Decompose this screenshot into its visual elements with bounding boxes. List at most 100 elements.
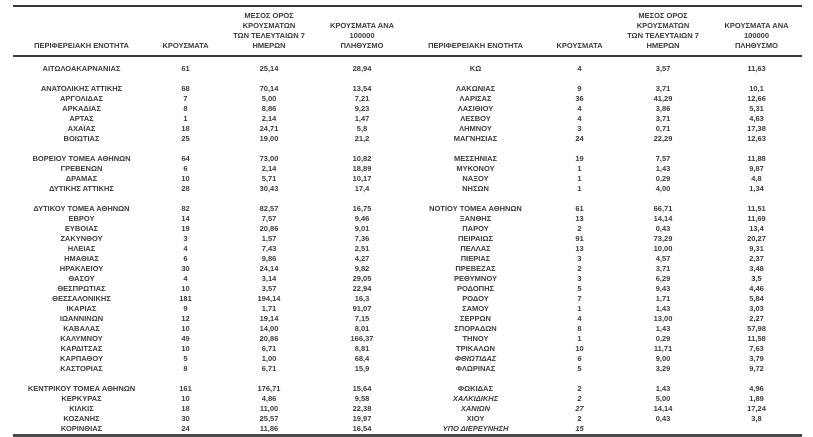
avg7-cell: 1,43: [655, 163, 671, 173]
cases-cell: 24: [181, 423, 190, 433]
cases-cell: 1: [577, 173, 582, 183]
avg7-cell: 41,29: [653, 93, 673, 103]
region-cell: ΜΑΓΝΗΣΙΑΣ: [453, 133, 498, 143]
region-cell: ΞΑΝΘΗΣ: [459, 213, 492, 223]
cases-cell: 8: [577, 323, 582, 333]
per100k-cell: 4,27: [354, 253, 370, 263]
cases-cell: 3: [183, 233, 188, 243]
table-row: ΑΧΑΪΑΣ 18 24,71 5,8 ΛΗΜΝΟΥ 3 0,71 17,38: [13, 124, 802, 134]
spacer-row: [13, 194, 802, 204]
region-cell: ΠΙΕΡΙΑΣ: [460, 253, 491, 263]
cases-cell: 1: [577, 303, 582, 313]
col-header-per100k: ΚΡΟΥΣΜΑΤΑ ΑΝΑ 100000 ΠΛΗΘΥΣΜΟ: [317, 6, 407, 57]
table-row: ΕΒΡΟΥ 14 7,57 9,46 ΞΑΝΘΗΣ 13 14,14 11,69: [13, 214, 802, 224]
table-row: ΑΡΤΑΣ 1 2,14 1,47 ΛΕΣΒΟΥ 4 3,71 4,63: [13, 114, 802, 124]
per100k-cell: 16,3: [354, 293, 370, 303]
per100k-cell: 3,03: [749, 303, 764, 313]
region-cell: ΛΑΡΙΣΑΣ: [459, 93, 492, 103]
per100k-cell: 9,31: [749, 243, 764, 253]
cases-cell: 10: [181, 173, 190, 183]
per100k-cell: 28,94: [352, 63, 372, 73]
avg7-cell: 8,86: [261, 103, 277, 113]
region-cell: ΚΑΡΔΙΤΣΑΣ: [60, 343, 103, 353]
avg7-cell: 3,57: [261, 283, 277, 293]
cases-cell: 15: [575, 423, 584, 433]
spacer-row: [13, 374, 802, 384]
avg7-cell: 3,71: [655, 83, 671, 93]
col-header-avg7: ΜΕΣΟΣ ΟΡΟΣ ΚΡΟΥΣΜΑΤΩΝ ΤΩΝ ΤΕΛΕΥΤΑΙΩΝ 7 Η…: [221, 6, 317, 57]
cases-cell: 181: [179, 293, 192, 303]
per100k-cell: 9,87: [749, 163, 764, 173]
col-header-cases: ΚΡΟΥΣΜΑΤΑ: [150, 6, 221, 57]
region-cell: ΠΡΕΒΕΖΑΣ: [455, 263, 496, 273]
cases-cell: 61: [181, 63, 190, 73]
cases-cell: 25: [181, 133, 190, 143]
table-row: ΗΜΑΘΙΑΣ 6 9,86 4,27 ΠΙΕΡΙΑΣ 3 4,57 2,37: [13, 254, 802, 264]
cases-cell: 49: [181, 333, 190, 343]
cases-cell: 24: [575, 133, 584, 143]
avg7-cell: 20,86: [259, 223, 279, 233]
cases-cell: 4: [183, 243, 188, 253]
region-cell: ΘΑΣΟΥ: [68, 273, 95, 283]
region-cell: ΔΥΤΙΚΟΥ ΤΟΜΕΑ ΑΘΗΝΩΝ: [33, 203, 130, 213]
avg7-cell: 9,43: [655, 283, 671, 293]
cases-cell: 10: [575, 343, 584, 353]
region-cell: ΑΧΑΪΑΣ: [67, 123, 96, 133]
cases-cell: 12: [181, 313, 190, 323]
region-cell: ΚΑΒΑΛΑΣ: [63, 323, 100, 333]
avg7-cell: 7,57: [261, 213, 277, 223]
cases-cell: 9: [183, 303, 188, 313]
cases-cell: 5: [577, 283, 582, 293]
region-cell: ΑΡΓΟΛΙΔΑΣ: [60, 93, 103, 103]
regional-cases-table: ΠΕΡΙΦΕΡΕΙΑΚΗ ΕΝΟΤΗΤΑ ΚΡΟΥΣΜΑΤΑ ΜΕΣΟΣ ΟΡΟ…: [13, 5, 802, 437]
table-row: ΔΡΑΜΑΣ 10 5,71 10,17 ΝΑΞΟΥ 1 0,29 4,8: [13, 174, 802, 184]
avg7-cell: 19,14: [259, 313, 279, 323]
region-cell: ΡΕΘΥΜΝΟΥ: [454, 273, 497, 283]
region-cell: ΑΡΤΑΣ: [69, 113, 94, 123]
per100k-cell: 11,63: [747, 63, 766, 73]
avg7-cell: 5,71: [261, 173, 277, 183]
cases-cell: 4: [183, 273, 188, 283]
table-row: ΑΡΓΟΛΙΔΑΣ 7 5,00 7,21 ΛΑΡΙΣΑΣ 36 41,29 12,66: [13, 94, 802, 104]
avg7-cell: 11,86: [259, 423, 279, 433]
cases-cell: 28: [181, 183, 190, 193]
avg7-cell: 70,14: [259, 83, 279, 93]
table-row: ΚΑΒΑΛΑΣ 10 14,00 8,01 ΣΠΟΡΑΔΩΝ 8 1,43 57,98: [13, 324, 802, 334]
cases-cell: 30: [181, 413, 190, 423]
per100k-cell: 9,82: [354, 263, 370, 273]
avg7-cell: 19,00: [259, 133, 279, 143]
table-row: ΔΥΤΙΚΟΥ ΤΟΜΕΑ ΑΘΗΝΩΝ 82 82,57 16,75 ΝΟΤΙΟΥ Τ…: [13, 204, 802, 214]
spacer-row: [13, 144, 802, 154]
avg7-cell: 14,14: [653, 213, 673, 223]
avg7-cell: 6,29: [655, 273, 671, 283]
region-cell: ΗΛΕΙΑΣ: [67, 243, 96, 253]
region-cell: ΧΑΛΚΙΔΙΚΗΣ: [452, 393, 499, 403]
avg7-cell: 9,86: [261, 253, 277, 263]
avg7-cell: 5,00: [261, 93, 277, 103]
avg7-cell: 3,57: [655, 63, 671, 73]
region-cell: ΡΟΔΟΥ: [462, 293, 489, 303]
table-row: ΚΕΡΚΥΡΑΣ 10 4,86 9,58 ΧΑΛΚΙΔΙΚΗΣ 2 5,00 1,89: [13, 394, 802, 404]
table-header: ΠΕΡΙΦΕΡΕΙΑΚΗ ΕΝΟΤΗΤΑ ΚΡΟΥΣΜΑΤΑ ΜΕΣΟΣ ΟΡΟ…: [13, 6, 802, 57]
avg7-cell: 1,71: [655, 293, 671, 303]
cases-cell: 2: [577, 263, 582, 273]
region-cell: ΜΥΚΟΝΟΥ: [456, 163, 495, 173]
table-row: ΚΑΣΤΟΡΙΑΣ 8 6,71 15,9 ΦΛΩΡΙΝΑΣ 5 3,29 9,72: [13, 364, 802, 374]
per100k-cell: 12,63: [747, 133, 766, 143]
spacer-cell: [13, 374, 802, 384]
avg7-cell: 11,71: [653, 343, 673, 353]
region-cell: ΤΗΝΟΥ: [462, 333, 489, 343]
cases-cell: 5: [577, 363, 582, 373]
cases-cell: 91: [575, 233, 584, 243]
avg7-cell: 1,43: [655, 383, 671, 393]
per100k-cell: 18,89: [352, 163, 372, 173]
avg7-cell: 7,57: [655, 153, 671, 163]
region-cell: ΥΠΟ ΔΙΕΡΕΥΝΗΣΗ: [442, 423, 509, 433]
avg7-cell: 22,29: [653, 133, 673, 143]
cases-cell: 18: [181, 403, 190, 413]
per100k-cell: [711, 424, 802, 436]
cases-cell: 5: [183, 353, 188, 363]
cases-cell: 10: [181, 343, 190, 353]
per100k-cell: 11,51: [747, 203, 766, 213]
table-row: ΒΟΡΕΙΟΥ ΤΟΜΕΑ ΑΘΗΝΩΝ 64 73,00 10,82 ΜΕΣΣΗΝΙΑ…: [13, 154, 802, 164]
